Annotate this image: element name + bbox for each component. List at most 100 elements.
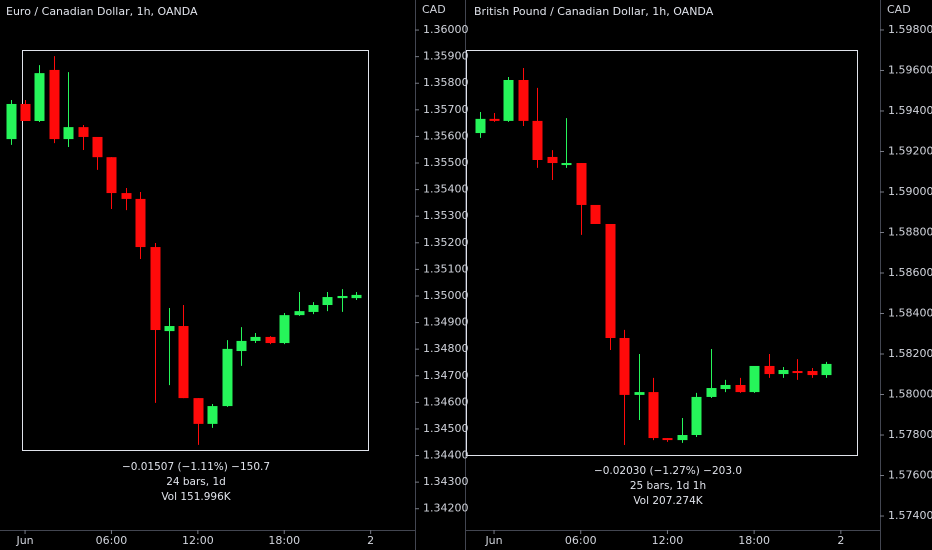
candle-body xyxy=(193,398,204,424)
measure-text: −0.01507 (−1.11%) −150.7 xyxy=(122,461,270,473)
candle-body xyxy=(121,193,132,199)
y-tick-label: 1.35300 xyxy=(423,209,469,222)
candle-body xyxy=(164,326,175,332)
candle-body xyxy=(778,370,789,375)
x-tick-label: 12:00 xyxy=(652,534,684,547)
y-tick-label: 1.59600 xyxy=(888,63,932,76)
candle-body xyxy=(106,157,117,194)
candle-body xyxy=(308,305,319,312)
y-tick-label: 1.58400 xyxy=(888,307,932,320)
candle-body xyxy=(20,103,31,121)
candle-body xyxy=(222,348,233,407)
candle-body xyxy=(662,438,673,441)
x-tick-label: 2 xyxy=(367,534,374,547)
y-tick-label: 1.34700 xyxy=(423,369,469,382)
candle-body xyxy=(489,118,500,121)
candle-body xyxy=(236,340,247,352)
x-tick-label: 06:00 xyxy=(96,534,128,547)
candle-body xyxy=(749,365,760,393)
candle-body xyxy=(792,371,803,374)
candle-body xyxy=(532,120,543,160)
candle-body xyxy=(63,127,74,140)
candle-body xyxy=(547,156,558,164)
candle-body xyxy=(207,406,218,424)
y-tick-label: 1.34900 xyxy=(423,316,469,329)
candle-body xyxy=(265,336,276,344)
candle-body xyxy=(807,371,818,376)
x-tick-label: Jun xyxy=(15,534,33,547)
candle-body xyxy=(518,79,529,121)
candle-body xyxy=(475,118,486,134)
axis-unit: CAD xyxy=(887,3,911,16)
y-tick-label: 1.57800 xyxy=(888,428,932,441)
y-tick-label: 1.35700 xyxy=(423,103,469,116)
y-tick-label: 1.58000 xyxy=(888,388,932,401)
y-tick-label: 1.34800 xyxy=(423,342,469,355)
y-tick-label: 1.59200 xyxy=(888,144,932,157)
candle-body xyxy=(634,392,645,395)
measure-text: 24 bars, 1d xyxy=(166,476,226,488)
x-tick-label: 18:00 xyxy=(738,534,770,547)
y-tick-label: 1.34600 xyxy=(423,395,469,408)
measure-text: 25 bars, 1d 1h xyxy=(630,480,706,492)
candle-body xyxy=(735,384,746,393)
y-tick-label: 1.34500 xyxy=(423,422,469,435)
candle-body xyxy=(677,435,688,441)
measure-box xyxy=(22,50,369,451)
y-tick-label: 1.35800 xyxy=(423,76,469,89)
candle-body xyxy=(250,336,261,341)
x-tick-label: 12:00 xyxy=(182,534,214,547)
y-tick-label: 1.59400 xyxy=(888,104,932,117)
candle-body xyxy=(49,69,60,140)
candle-body xyxy=(150,247,161,331)
candle-body xyxy=(605,223,616,339)
y-tick-label: 1.57600 xyxy=(888,469,932,482)
x-tick-label: Jun xyxy=(484,534,502,547)
chart-title: British Pound / Canadian Dollar, 1h, OAN… xyxy=(474,5,714,18)
candle-body xyxy=(337,295,348,299)
candle-body xyxy=(503,79,514,121)
candle-body xyxy=(561,163,572,166)
candle-body xyxy=(706,388,717,397)
y-tick-label: 1.59800 xyxy=(888,23,932,36)
candle-body xyxy=(590,204,601,224)
candle-body xyxy=(648,392,659,439)
x-tick-label: 2 xyxy=(837,534,844,547)
y-tick-label: 1.58200 xyxy=(888,347,932,360)
y-tick-label: 1.34300 xyxy=(423,475,469,488)
measure-text: Vol 207.274K xyxy=(633,495,703,507)
candle-body xyxy=(764,365,775,375)
candle-body xyxy=(322,297,333,306)
y-tick-label: 1.58800 xyxy=(888,225,932,238)
x-tick-label: 18:00 xyxy=(268,534,300,547)
x-tick-label: 06:00 xyxy=(565,534,597,547)
candle-body xyxy=(92,136,103,158)
measure-box xyxy=(466,50,858,456)
y-tick-label: 1.59000 xyxy=(888,185,932,198)
y-tick-label: 1.36000 xyxy=(423,23,469,36)
y-tick-label: 1.34200 xyxy=(423,502,469,515)
candle-body xyxy=(294,311,305,316)
y-tick-label: 1.57400 xyxy=(888,509,932,522)
candle-body xyxy=(34,73,45,121)
axis-unit: CAD xyxy=(422,3,446,16)
measure-text: −0.02030 (−1.27%) −203.0 xyxy=(594,465,742,477)
measure-text: Vol 151.996K xyxy=(161,491,231,503)
y-tick-label: 1.34400 xyxy=(423,449,469,462)
candle-body xyxy=(619,338,630,395)
candle-body xyxy=(279,315,290,344)
y-tick-label: 1.35100 xyxy=(423,262,469,275)
y-tick-label: 1.35000 xyxy=(423,289,469,302)
candle-body xyxy=(351,294,362,299)
y-tick-label: 1.58600 xyxy=(888,266,932,279)
y-tick-label: 1.35400 xyxy=(423,183,469,196)
y-tick-label: 1.35200 xyxy=(423,236,469,249)
candle-body xyxy=(6,103,17,140)
candle-body xyxy=(78,127,89,137)
candle-body xyxy=(720,384,731,390)
candle-body xyxy=(691,396,702,436)
candle-body xyxy=(821,363,832,376)
candle-body xyxy=(576,163,587,205)
y-tick-label: 1.35900 xyxy=(423,50,469,63)
